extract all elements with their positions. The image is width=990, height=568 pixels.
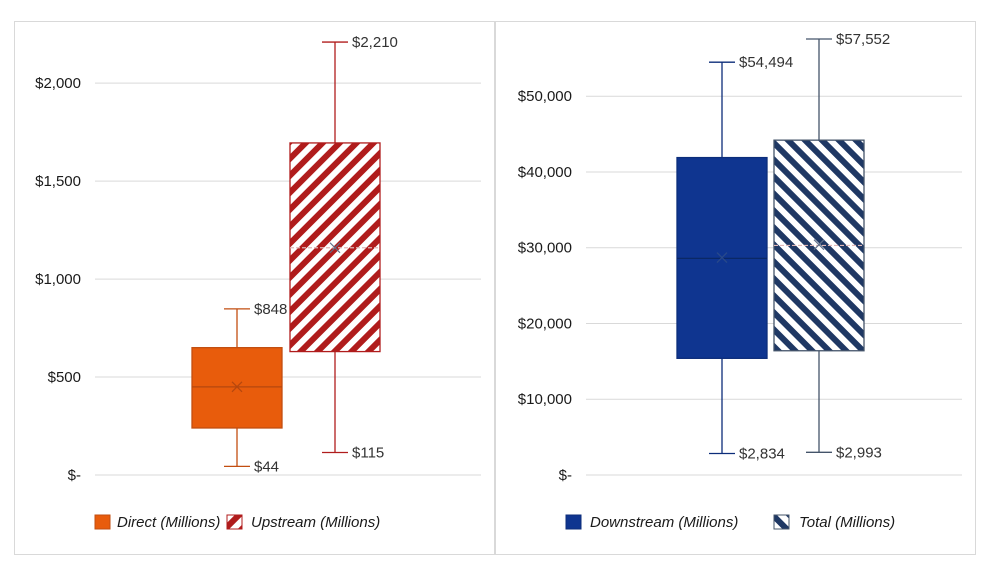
- y-tick-label: $2,000: [35, 75, 81, 92]
- box-series-1: $54,494 $2,834: [676, 54, 793, 463]
- legend-swatch: [226, 514, 243, 530]
- y-tick-label: $-: [68, 467, 81, 484]
- legend-label: Total (Millions): [799, 514, 895, 531]
- chart-panel-left: $- $500 $1,000 $1,500 $2,000 $848 $44 $2,210 $11…: [14, 21, 495, 555]
- legend-swatch: [773, 514, 790, 530]
- legend-label: Upstream (Millions): [251, 514, 380, 531]
- legend-item-2: Total (Millions): [773, 514, 895, 531]
- box-iqr: [191, 347, 283, 429]
- y-tick-label: $1,000: [35, 271, 81, 288]
- data-label-max: $848: [254, 301, 287, 318]
- y-tick-label: $1,500: [35, 173, 81, 190]
- data-label-max: $2,210: [352, 34, 398, 51]
- legend-label: Downstream (Millions): [590, 514, 738, 531]
- mean-marker: [716, 252, 728, 264]
- data-label-max: $57,552: [836, 31, 890, 48]
- data-label-min: $115: [352, 444, 384, 461]
- box-plot-right: $- $10,000 $20,000 $30,000 $40,000 $50,000 $54…: [518, 31, 962, 531]
- box-series-1: $848 $44: [191, 301, 287, 475]
- mean-marker: [231, 381, 243, 393]
- mean-marker: [329, 242, 341, 254]
- legend-item-1: Direct (Millions): [94, 514, 220, 531]
- box-series-2: $57,552 $2,993: [773, 31, 890, 461]
- legend-item-2: Upstream (Millions): [226, 514, 380, 531]
- data-label-min: $2,993: [836, 444, 882, 461]
- y-tick-label: $50,000: [518, 88, 572, 105]
- y-tick-label: $500: [48, 369, 81, 386]
- data-label-min: $2,834: [739, 446, 785, 463]
- y-tick-label: $10,000: [518, 391, 572, 408]
- legend-item-1: Downstream (Millions): [565, 514, 738, 531]
- legend-swatch: [565, 514, 582, 530]
- mean-marker: [813, 239, 825, 251]
- data-label-min: $44: [254, 458, 279, 475]
- legend-swatch: [94, 514, 111, 530]
- y-tick-label: $30,000: [518, 240, 572, 257]
- box-series-2: $2,210 $115: [289, 34, 398, 461]
- box-plot-left: $- $500 $1,000 $1,500 $2,000 $848 $44 $2,210 $11…: [35, 34, 481, 531]
- legend-label: Direct (Millions): [117, 514, 220, 531]
- y-tick-label: $40,000: [518, 164, 572, 181]
- data-label-max: $54,494: [739, 54, 793, 71]
- y-tick-label: $-: [559, 467, 572, 484]
- chart-panel-right: $- $10,000 $20,000 $30,000 $40,000 $50,000 $54…: [495, 21, 976, 555]
- y-tick-label: $20,000: [518, 315, 572, 332]
